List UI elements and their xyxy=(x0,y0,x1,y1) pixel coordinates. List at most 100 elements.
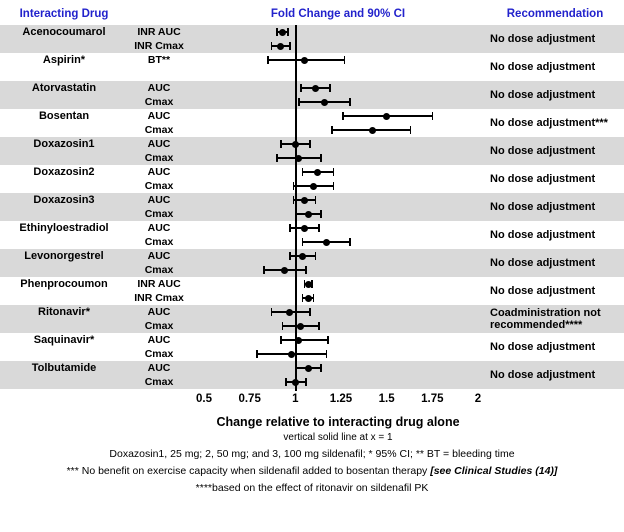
drug-name: Doxazosin3 xyxy=(33,194,95,206)
header-recommendation: Recommendation xyxy=(506,8,604,20)
ci-cap-high xyxy=(325,350,328,358)
measure-row: Cmax xyxy=(128,123,486,137)
ci-plot xyxy=(190,361,486,375)
point-estimate xyxy=(304,210,312,218)
ci-plot-area xyxy=(204,95,478,109)
measure-row: INR AUC xyxy=(128,25,486,39)
measure-rows: AUC Cmax xyxy=(128,193,486,221)
ci-cap-low xyxy=(267,56,269,64)
measure-label: Cmax xyxy=(144,236,174,248)
ci-cap-low xyxy=(301,294,304,302)
ci-plot-area xyxy=(204,277,478,291)
measure-row: AUC xyxy=(128,361,486,375)
recommendation: No dose adjustment xyxy=(490,32,596,45)
measure-row: AUC xyxy=(128,333,486,347)
ci-plot xyxy=(190,291,486,305)
reference-line-note: vertical solid line at x = 1 xyxy=(283,432,393,443)
ci-cap-high xyxy=(305,266,308,274)
measure-rows: AUC Cmax xyxy=(128,333,486,361)
ci-plot-area xyxy=(204,123,478,137)
ci-cap-high xyxy=(349,98,351,106)
point-estimate xyxy=(300,56,308,64)
ci-cap-high xyxy=(431,112,434,120)
ci-cap-low xyxy=(270,308,273,316)
measure-row: Cmax xyxy=(128,95,486,109)
point-estimate xyxy=(383,112,391,120)
measure-rows: AUC Cmax xyxy=(128,221,486,249)
ci-cap-high xyxy=(305,378,308,386)
ci-cap-low xyxy=(285,378,287,386)
measure-label: Cmax xyxy=(144,208,174,220)
measure-label: Cmax xyxy=(144,320,174,332)
ci-plot-area xyxy=(204,193,478,207)
drug-name: Doxazosin2 xyxy=(33,166,95,178)
column-headers: Interacting Drug Fold Change and 90% CI … xyxy=(0,8,624,20)
measure-row: Cmax xyxy=(128,151,486,165)
measure-row: AUC xyxy=(128,249,486,263)
measure-rows: AUC Cmax xyxy=(128,249,486,277)
ci-plot xyxy=(190,235,486,249)
measure-row: INR Cmax xyxy=(128,291,486,305)
drug-name: Tolbutamide xyxy=(31,362,97,374)
measure-label: AUC xyxy=(147,82,171,94)
ci-cap-high xyxy=(320,364,322,372)
drug-group: Levonorgestrel AUC Cmax No dose adjustment xyxy=(0,249,624,277)
point-estimate xyxy=(322,238,330,246)
measure-label: BT** xyxy=(147,54,171,66)
chart-rows: Acenocoumarol INR AUC INR Cmax No dose adju… xyxy=(0,25,624,391)
ci-cap-high xyxy=(318,322,320,330)
ci-plot xyxy=(190,179,486,193)
drug-group: Tolbutamide AUC Cmax No dose adjustment xyxy=(0,361,624,389)
measure-label: AUC xyxy=(147,166,171,178)
ci-cap-low xyxy=(292,182,295,190)
ci-plot xyxy=(190,193,486,207)
point-estimate xyxy=(313,168,321,176)
measure-label: AUC xyxy=(147,362,171,374)
ci-plot-area xyxy=(204,305,478,319)
drug-name: Acenocoumarol xyxy=(22,26,106,38)
point-estimate xyxy=(368,126,376,134)
ci-plot-area xyxy=(204,25,478,39)
recommendation: No dose adjustment xyxy=(490,88,596,101)
measure-row: INR AUC xyxy=(128,277,486,291)
ci-cap-high xyxy=(320,210,322,218)
measure-row: INR Cmax xyxy=(128,39,486,53)
measure-row: AUC xyxy=(128,165,486,179)
point-estimate xyxy=(300,196,308,204)
point-estimate xyxy=(280,266,288,274)
ci-plot xyxy=(190,319,486,333)
measure-row: Cmax xyxy=(128,319,486,333)
point-estimate xyxy=(277,42,285,50)
ci-plot-area xyxy=(204,179,478,193)
axis-tick-label: 0.5 xyxy=(196,393,212,405)
drug-group: Aspirin* BT** No dose adjustment xyxy=(0,53,624,81)
measure-row: Cmax xyxy=(128,347,486,361)
measure-row: AUC xyxy=(128,221,486,235)
ci-plot xyxy=(190,375,486,389)
ci-cap-low xyxy=(301,238,304,246)
ci-plot-area xyxy=(204,109,478,123)
point-estimate xyxy=(295,336,303,344)
ci-plot xyxy=(190,123,486,137)
point-estimate xyxy=(288,350,296,358)
point-estimate xyxy=(311,84,319,92)
ci-plot xyxy=(190,25,486,39)
header-fold-change: Fold Change and 90% CI xyxy=(270,8,406,20)
recommendation: No dose adjustment xyxy=(490,340,596,353)
ci-cap-high xyxy=(287,28,289,36)
measure-rows: AUC Cmax xyxy=(128,361,486,389)
measure-row: Cmax xyxy=(128,207,486,221)
point-estimate xyxy=(299,252,307,260)
measure-label: Cmax xyxy=(144,264,174,276)
recommendation: No dose adjustment xyxy=(490,256,596,269)
ci-cap-low xyxy=(303,280,306,288)
ci-plot-area xyxy=(204,39,478,53)
ci-cap-low xyxy=(276,28,278,36)
point-estimate xyxy=(295,154,303,162)
ci-plot xyxy=(190,263,486,277)
x-axis-title: Change relative to interacting drug alon… xyxy=(216,415,460,429)
measure-label: INR Cmax xyxy=(134,40,184,52)
drug-name: Doxazosin1 xyxy=(33,138,95,150)
ci-cap-low xyxy=(289,252,291,260)
